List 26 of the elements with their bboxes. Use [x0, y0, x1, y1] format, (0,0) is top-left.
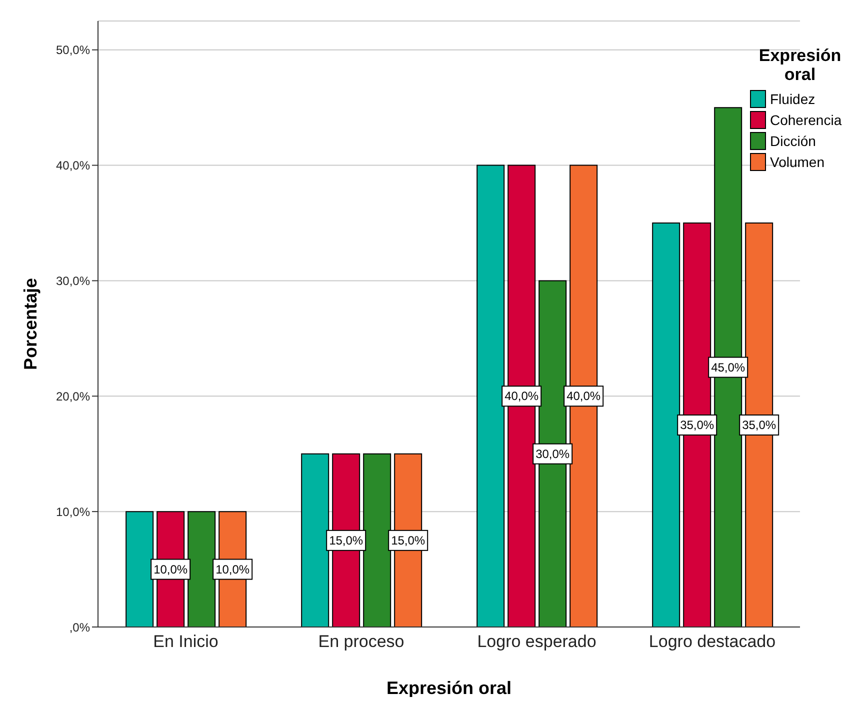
legend-label: Volumen	[770, 154, 824, 170]
y-tick-label: 30,0%	[56, 274, 90, 288]
data-label: 35,0%	[680, 418, 714, 432]
legend-label: Fluidez	[770, 90, 816, 106]
legend-label: Coherencia	[770, 112, 842, 128]
data-label: 15,0%	[329, 533, 364, 548]
data-label: 15,0%	[391, 533, 426, 548]
x-tick-label: En proceso	[318, 632, 404, 652]
y-tick-label: 10,0%	[56, 504, 90, 519]
y-tick-label: 20,0%	[56, 389, 90, 404]
x-tick-label: Logro esperado	[477, 632, 596, 652]
y-tick-label: ,0%	[69, 620, 90, 634]
x-tick-label: Logro destacado	[648, 632, 776, 652]
data-label: 35,0%	[742, 418, 776, 432]
y-tick-label: 40,0%	[56, 158, 90, 173]
legend-title: Expresión oral	[758, 46, 842, 84]
y-axis-title: Porcentaje	[20, 278, 40, 370]
legend-label: Dicción	[770, 132, 816, 148]
x-tick-label: En Inicio	[153, 632, 218, 652]
data-label: 30,0%	[536, 446, 570, 461]
data-label: 45,0%	[711, 360, 746, 374]
y-tick-label: 50,0%	[56, 43, 90, 58]
data-label: 10,0%	[216, 562, 250, 576]
data-label: 10,0%	[154, 562, 188, 576]
data-label: 40,0%	[504, 389, 539, 404]
data-label: 40,0%	[566, 389, 601, 404]
